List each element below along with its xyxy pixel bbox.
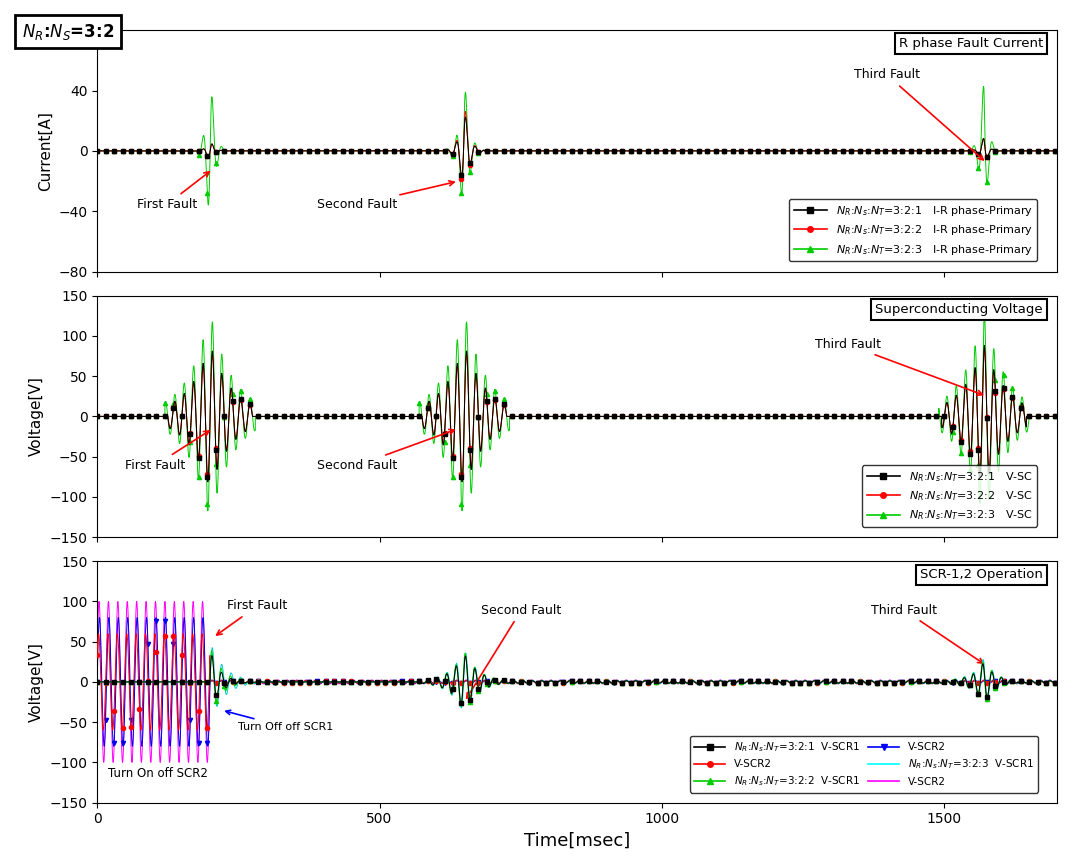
Text: R phase Fault Current: R phase Fault Current (899, 37, 1043, 50)
Text: Turn On off SCR2: Turn On off SCR2 (108, 767, 208, 780)
Y-axis label: Voltage[V]: Voltage[V] (29, 376, 44, 457)
Text: Third Fault: Third Fault (871, 603, 983, 664)
Text: $N_R$:$N_S$=3:2: $N_R$:$N_S$=3:2 (22, 22, 114, 41)
Legend: $N_R$:$N_s$:$N_T$=3:2:1   I-R phase-Primary, $N_R$:$N_s$:$N_T$=3:2:2   I-R phase: $N_R$:$N_s$:$N_T$=3:2:1 I-R phase-Primar… (789, 199, 1038, 261)
Text: Superconducting Voltage: Superconducting Voltage (875, 303, 1043, 316)
Text: Second Fault: Second Fault (317, 430, 454, 472)
Text: First Fault: First Fault (137, 172, 209, 211)
Text: First Fault: First Fault (125, 431, 209, 472)
Text: Second Fault: Second Fault (467, 603, 561, 698)
Text: Second Fault: Second Fault (317, 181, 454, 211)
Legend: $N_R$:$N_s$:$N_T$=3:2:1  V-SCR1, V-SCR2, $N_R$:$N_s$:$N_T$=3:2:2  V-SCR1, V-SCR2: $N_R$:$N_s$:$N_T$=3:2:1 V-SCR1, V-SCR2, … (689, 736, 1038, 792)
Text: SCR-1,2 Operation: SCR-1,2 Operation (920, 569, 1043, 582)
Y-axis label: Current[A]: Current[A] (38, 111, 53, 191)
Text: Turn Off off SCR1: Turn Off off SCR1 (226, 710, 333, 732)
X-axis label: Time[msec]: Time[msec] (524, 832, 630, 850)
Text: Third Fault: Third Fault (815, 338, 983, 395)
Text: First Fault: First Fault (217, 600, 287, 635)
Y-axis label: Voltage[V]: Voltage[V] (29, 642, 44, 721)
Legend: $N_R$:$N_s$:$N_T$=3:2:1   V-SC, $N_R$:$N_s$:$N_T$=3:2:2   V-SC, $N_R$:$N_s$:$N_T: $N_R$:$N_s$:$N_T$=3:2:1 V-SC, $N_R$:$N_s… (862, 465, 1038, 526)
Text: Third Fault: Third Fault (855, 68, 983, 160)
